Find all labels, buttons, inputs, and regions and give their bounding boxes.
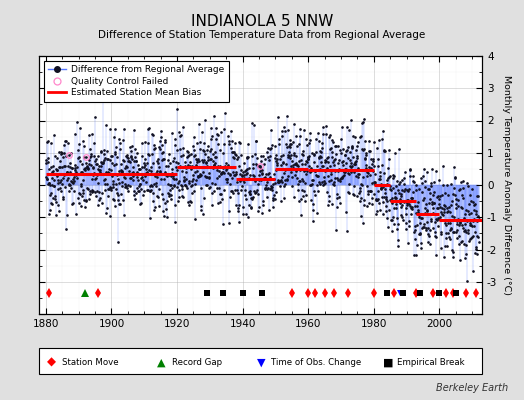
Y-axis label: Monthly Temperature Anomaly Difference (°C): Monthly Temperature Anomaly Difference (… bbox=[502, 75, 511, 295]
Text: ▼: ▼ bbox=[257, 357, 265, 367]
Legend: Difference from Regional Average, Quality Control Failed, Estimated Station Mean: Difference from Regional Average, Qualit… bbox=[44, 60, 228, 102]
Text: INDIANOLA 5 NNW: INDIANOLA 5 NNW bbox=[191, 14, 333, 29]
Text: Difference of Station Temperature Data from Regional Average: Difference of Station Temperature Data f… bbox=[99, 30, 425, 40]
Text: Empirical Break: Empirical Break bbox=[397, 358, 465, 367]
Text: ◆: ◆ bbox=[47, 356, 56, 369]
Text: Station Move: Station Move bbox=[62, 358, 118, 367]
Text: Record Gap: Record Gap bbox=[172, 358, 222, 367]
Text: Berkeley Earth: Berkeley Earth bbox=[436, 383, 508, 393]
Text: ▲: ▲ bbox=[157, 357, 166, 367]
Text: ■: ■ bbox=[383, 357, 393, 367]
Text: Time of Obs. Change: Time of Obs. Change bbox=[271, 358, 362, 367]
